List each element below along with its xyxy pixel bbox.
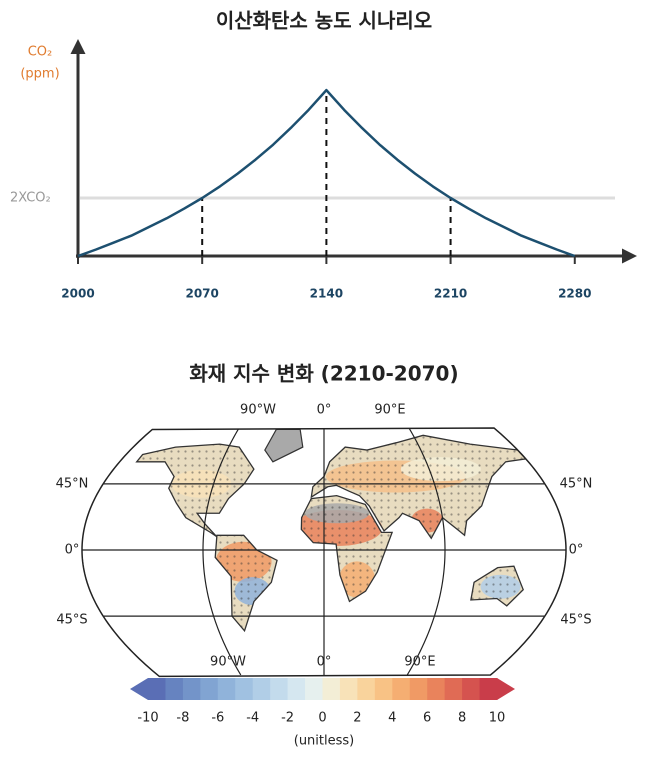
lon-label: 90°E	[404, 655, 435, 670]
colorbar-bin	[148, 678, 166, 700]
coastline	[300, 494, 394, 603]
lat-label: 45°N	[56, 477, 89, 492]
x-tick-label: 2000	[61, 287, 94, 301]
colorbar-bin	[287, 678, 306, 700]
lon-label: 90°W	[210, 655, 246, 670]
y-axis-label: (ppm)	[20, 67, 59, 82]
colorbar-bin	[200, 678, 219, 700]
colorbar-bin	[409, 678, 428, 700]
colorbar-bin	[339, 678, 358, 700]
coastline	[310, 434, 528, 540]
colorbar-tick-label: 4	[388, 711, 396, 726]
map-title: 화재 지수 변화 (2210-2070)	[189, 362, 458, 386]
colorbar-tick-label: 2	[353, 711, 361, 726]
y-axis-label: CO₂	[28, 45, 53, 60]
lat-label: 45°S	[560, 613, 591, 628]
lon-label: 0°	[317, 655, 332, 670]
x-tick-label: 2280	[558, 287, 591, 301]
colorbar-bin	[270, 678, 289, 700]
colorbar-tick-label: 0	[318, 711, 326, 726]
colorbar-extend-high	[497, 678, 515, 700]
colorbar-bin	[357, 678, 376, 700]
meridian	[406, 427, 446, 676]
colorbar-bin	[235, 678, 254, 700]
x-tick-label: 2070	[185, 287, 218, 301]
lat-label: 0°	[569, 543, 584, 558]
colorbar-tick-label: 8	[458, 711, 466, 726]
lon-label: 90°E	[374, 403, 405, 418]
colorbar-bin	[165, 678, 184, 700]
lon-label: 0°	[317, 403, 332, 418]
colorbar-extend-low	[130, 678, 148, 700]
lat-label: 0°	[65, 543, 80, 558]
colorbar-bin	[427, 678, 446, 700]
colorbar-bin	[444, 678, 463, 700]
lat-label: 45°S	[56, 613, 87, 628]
colorbar-tick-label: 10	[489, 711, 506, 726]
x-tick-label: 2210	[434, 287, 467, 301]
colorbar-bin	[479, 678, 498, 700]
colorbar-bin	[252, 678, 271, 700]
colorbar-tick-label: -2	[281, 711, 294, 726]
lat-label: 45°N	[560, 477, 593, 492]
chart-title: 이산화탄소 농도 시나리오	[216, 9, 432, 33]
colorbar-tick-label: 6	[423, 711, 431, 726]
map-outline	[81, 427, 567, 678]
line-series	[77, 88, 576, 258]
meridian	[202, 427, 242, 676]
colorbar-bin	[322, 678, 341, 700]
colorbar-tick-label: -6	[211, 711, 224, 726]
colorbar-tick-label: -10	[137, 711, 158, 726]
colorbar-bin	[392, 678, 411, 700]
colorbar-bin	[305, 678, 323, 700]
colorbar-label: (unitless)	[294, 734, 355, 749]
colorbar-bin	[374, 678, 393, 700]
x-tick-label: 2140	[310, 287, 343, 301]
colorbar-tick-label: -4	[246, 711, 259, 726]
colorbar-bin	[182, 678, 201, 700]
coastline	[470, 565, 524, 607]
colorbar-bin	[462, 678, 481, 700]
colorbar-tick-label: -8	[176, 711, 189, 726]
coastline	[214, 534, 278, 633]
colorbar-bin	[217, 678, 236, 700]
reference-label: 2XCO₂	[10, 191, 51, 206]
lon-label: 90°W	[240, 403, 276, 418]
